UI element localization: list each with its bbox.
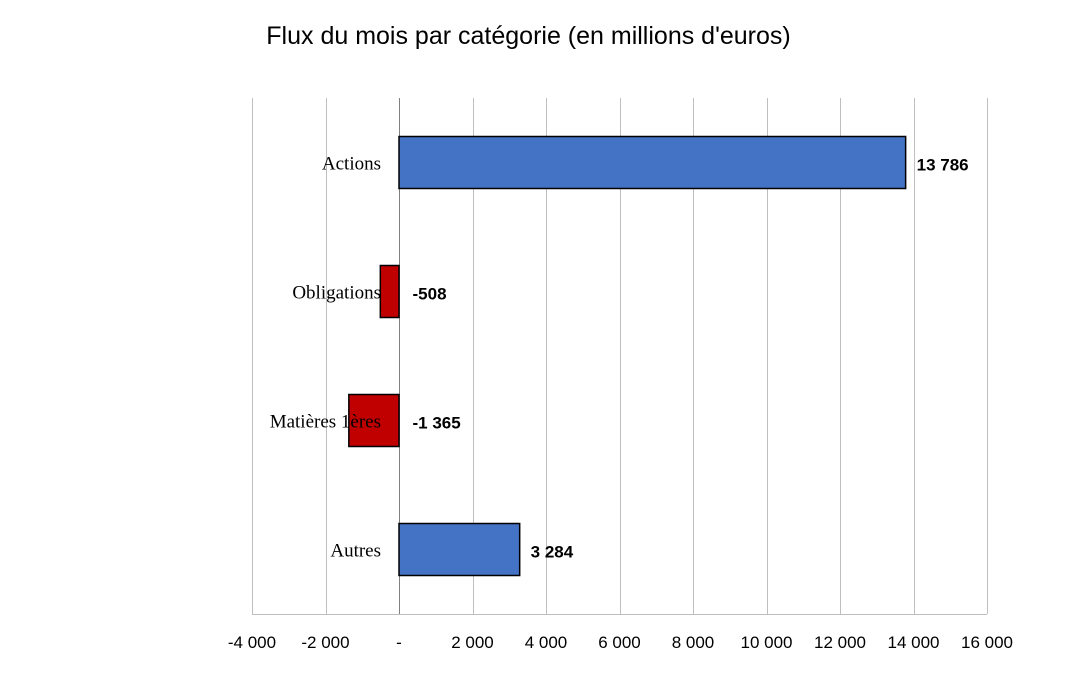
category-label: Obligations [292,283,381,304]
x-tick-label: 16 000 [961,633,1013,652]
bar [398,135,907,190]
x-tick-label: 14 000 [888,633,940,652]
chart-title-text: Flux du mois par catégorie (en millions … [266,22,791,50]
x-tick-label: 2 000 [451,633,494,652]
bar [379,264,400,319]
category-label: Autres [330,541,381,562]
x-tick-label: 8 000 [672,633,715,652]
x-tick-label: 10 000 [741,633,793,652]
x-tick-label: 4 000 [525,633,568,652]
x-tick-label: -2 000 [301,633,349,652]
x-tick-label: - [396,633,402,652]
x-tick-label: -4 000 [228,633,276,652]
x-tick-label: 12 000 [814,633,866,652]
bar [398,522,521,577]
bar [348,393,400,448]
x-tick-label: 6 000 [598,633,641,652]
chart-title: Flux du mois par catégorie (en millions … [0,22,1069,51]
data-label: -1 365 [413,414,461,433]
data-label: 3 284 [531,543,574,562]
data-label: -508 [413,285,447,304]
category-label: Actions [322,154,381,175]
data-label: 13 786 [917,156,969,175]
category-label: Matières 1ères [270,412,381,433]
